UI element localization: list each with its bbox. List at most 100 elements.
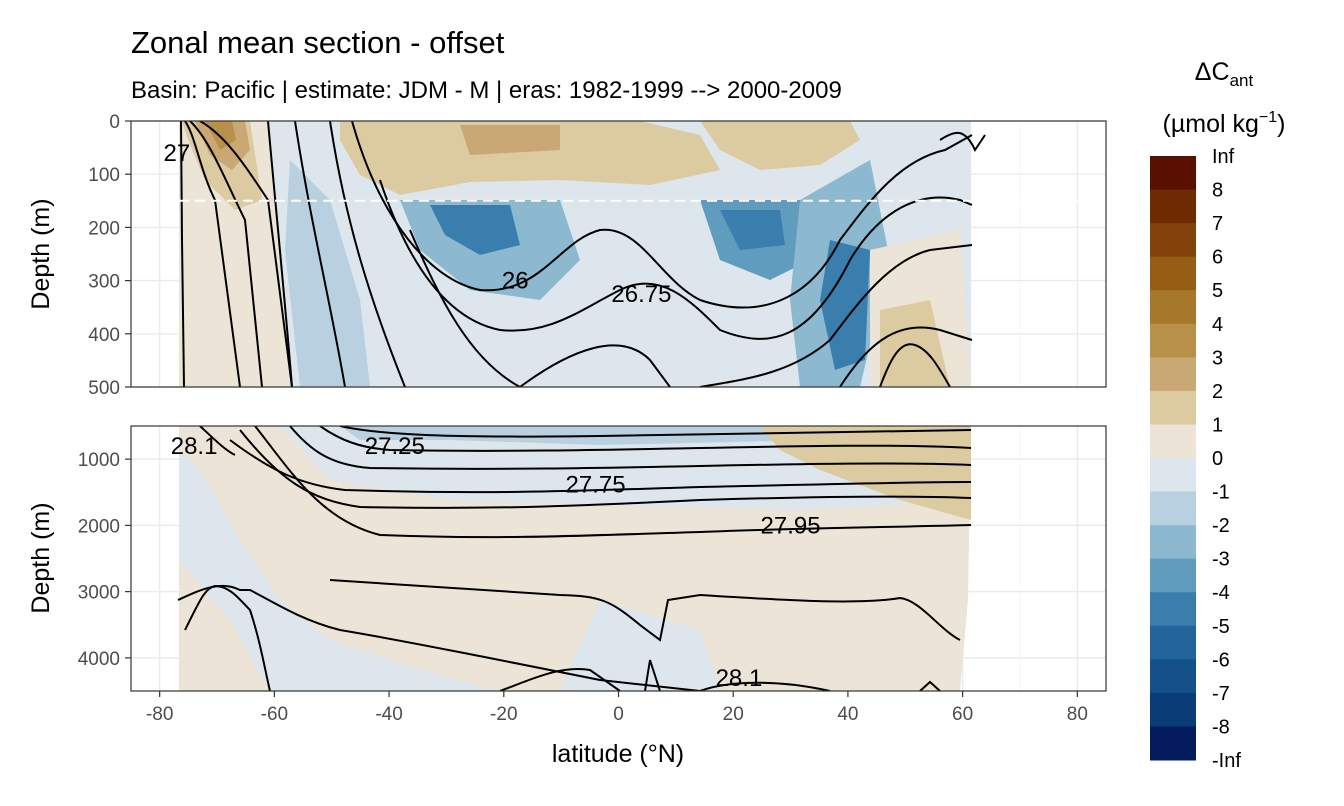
legend-swatch — [1150, 156, 1196, 191]
legend-label: -2 — [1212, 515, 1230, 537]
upper-field-surface-positive — [460, 125, 560, 155]
upper-field-negative — [430, 205, 520, 255]
legend-swatch — [1150, 189, 1196, 224]
legend-label: -7 — [1212, 683, 1230, 705]
legend-swatch — [1150, 625, 1196, 660]
legend-label: -6 — [1212, 649, 1230, 671]
legend-swatch — [1150, 390, 1196, 425]
legend-title-subscript: ant — [1230, 71, 1254, 90]
y-tick-label: 100 — [88, 165, 120, 186]
upper-field-north-positive — [880, 300, 950, 387]
isopycnal-line — [199, 121, 293, 387]
contour-label: 27.75 — [566, 471, 626, 498]
chart-subtitle: Basin: Pacific | estimate: JDM - M | era… — [131, 77, 842, 104]
isopycnal-line — [939, 131, 986, 153]
y-tick-label: 2000 — [78, 516, 120, 537]
legend-swatch — [1150, 692, 1196, 727]
legend-swatch — [1150, 256, 1196, 291]
lower-field-negative — [560, 600, 720, 691]
x-tick-label: -60 — [261, 704, 288, 725]
upper-field-south-positive — [179, 121, 290, 387]
isopycnal-line — [351, 121, 973, 309]
legend-labels: Inf 8 7 6 5 4 3 2 1 0 -1 -2 -3 -4 -5 -6 -7 -8 -Inf — [1212, 146, 1241, 772]
isopycnal-line — [267, 121, 293, 387]
isopycnal-line — [519, 344, 671, 387]
legend-swatch — [1150, 424, 1196, 459]
legend-unit-prefix: (µmol kg — [1163, 110, 1259, 138]
legend-swatch — [1150, 525, 1196, 560]
legend-title-main: ΔC — [1195, 58, 1230, 86]
legend-swatch — [1150, 323, 1196, 358]
isopycnal-line — [180, 121, 185, 387]
legend-label: 1 — [1212, 414, 1223, 436]
contour-label: 28.1 — [171, 433, 218, 460]
x-tick-label: -40 — [375, 704, 402, 725]
isopycnal-line — [189, 121, 263, 387]
y-tick-label: 3000 — [78, 583, 120, 604]
legend-unit-superscript: −1 — [1259, 109, 1277, 126]
legend-label: 5 — [1212, 280, 1223, 302]
contour-label: 27 — [164, 140, 191, 167]
legend-label: 8 — [1212, 180, 1223, 202]
upper-panel-border — [130, 120, 1107, 388]
y-tick-label: 0 — [109, 112, 120, 133]
x-tick-label: 80 — [1067, 704, 1088, 725]
y-tick-label: 4000 — [78, 649, 120, 670]
contour-label: 28.1 — [716, 665, 763, 692]
contour-label: 26.75 — [611, 281, 671, 308]
upper-panel: 26 26.75 27 0 100 200 300 400 500 — [88, 112, 1107, 399]
lower-panel-contour-labels: 28.1 27.25 27.75 27.95 28.1 — [171, 433, 821, 692]
lower-panel-isopycnals — [177, 426, 972, 691]
isopycnal-line — [339, 426, 972, 438]
isopycnal-line — [184, 584, 271, 691]
legend-swatch — [1150, 290, 1196, 325]
legend-label: 7 — [1212, 213, 1223, 235]
upper-field-negative — [720, 210, 785, 250]
x-tick-label: 40 — [837, 704, 858, 725]
contour-label: 27.95 — [761, 512, 821, 539]
lower-panel-field — [179, 426, 971, 691]
legend-label: 6 — [1212, 247, 1223, 269]
x-tick-label: -20 — [490, 704, 517, 725]
lower-panel: 28.1 27.25 27.75 27.95 28.1 1000 2000 3000 4000 — [78, 425, 1107, 692]
legend-title: ΔCant — [1195, 58, 1254, 90]
lower-panel-y-axis: 1000 2000 3000 4000 — [78, 450, 131, 670]
x-tick-label: 60 — [952, 704, 973, 725]
upper-panel-y-axis: 0 100 200 300 400 500 — [88, 112, 131, 399]
x-tick-label: 0 — [613, 704, 624, 725]
legend-label: -5 — [1212, 616, 1230, 638]
legend-swatch — [1150, 726, 1196, 761]
legend-label: 0 — [1212, 448, 1223, 470]
isopycnal-line — [184, 121, 241, 387]
legend-label: -4 — [1212, 582, 1230, 604]
upper-field-negative — [285, 160, 370, 387]
upper-panel-isopycnals — [180, 121, 986, 387]
chart-title: Zonal mean section - offset — [131, 25, 505, 60]
upper-field-equatorial — [560, 300, 700, 387]
isopycnal-line — [294, 121, 346, 387]
isopycnal-line — [839, 326, 973, 387]
lower-field-positive — [179, 560, 270, 691]
legend-label: -1 — [1212, 482, 1230, 504]
isopycnal-line — [199, 426, 236, 456]
upper-panel-field — [179, 121, 971, 387]
isopycnal-line — [919, 680, 941, 691]
legend-label: 4 — [1212, 314, 1223, 336]
legend-swatch — [1150, 491, 1196, 526]
contour-label: 27.25 — [365, 433, 425, 460]
isopycnal-line — [699, 244, 973, 387]
legend-label: -3 — [1212, 549, 1230, 571]
legend-label: Inf — [1212, 146, 1235, 168]
legend-swatch — [1150, 659, 1196, 694]
isopycnal-line — [239, 429, 972, 509]
upper-field-surface-positive — [340, 121, 720, 195]
x-axis: -80 -60 -40 -20 0 20 40 60 80 — [146, 691, 1088, 725]
isopycnal-line — [319, 426, 972, 452]
legend-label: 2 — [1212, 381, 1223, 403]
isopycnal-line — [177, 584, 701, 691]
y-tick-label: 500 — [88, 378, 120, 399]
isopycnal-line — [254, 426, 972, 539]
legend-swatch — [1150, 357, 1196, 392]
lower-y-axis-title: Depth (m) — [27, 502, 55, 613]
